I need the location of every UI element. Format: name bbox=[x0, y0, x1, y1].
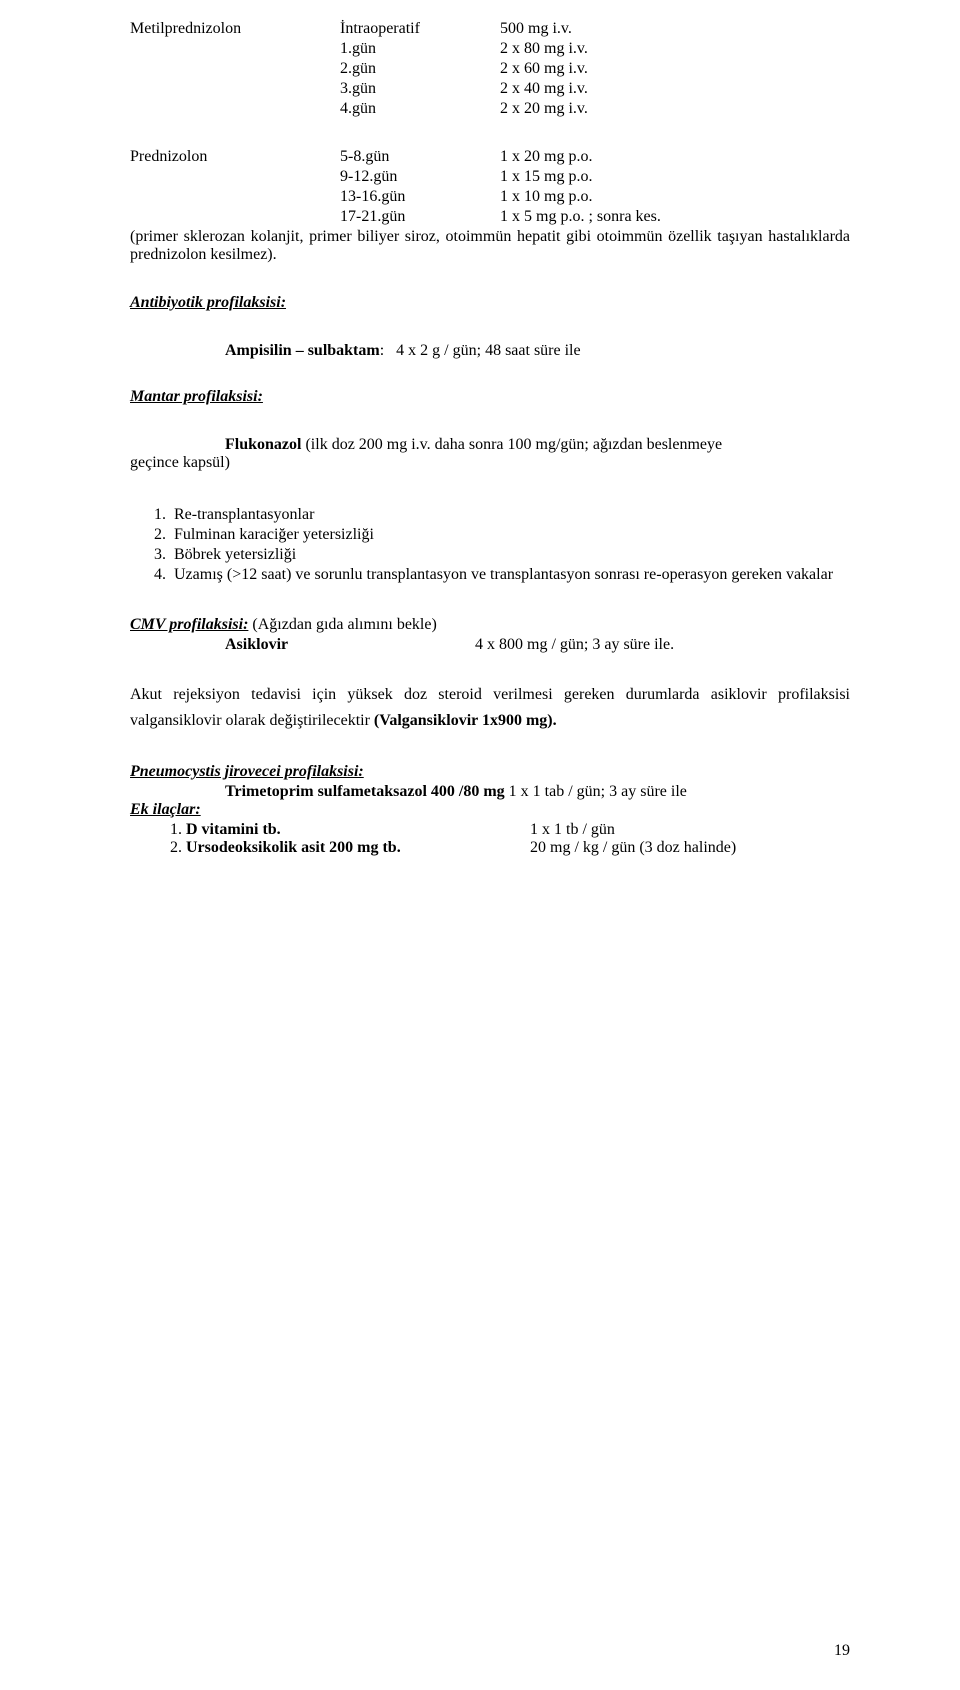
day-label: 13-16.gün bbox=[340, 188, 500, 206]
list-item: Uzamış (>12 saat) ve sorunlu transplanta… bbox=[170, 566, 850, 584]
dose: 2 x 20 mg i.v. bbox=[500, 100, 850, 118]
list-item: Re-transplantasyonlar bbox=[170, 506, 850, 524]
page-number: 19 bbox=[834, 1642, 850, 1660]
cmv-dose: 4 x 800 mg / gün; 3 ay süre ile. bbox=[475, 636, 674, 654]
ek-dose: 20 mg / kg / gün (3 doz halinde) bbox=[530, 839, 736, 857]
ek-dose: 1 x 1 tb / gün bbox=[530, 821, 615, 839]
list-item: Fulminan karaciğer yetersizliği bbox=[170, 526, 850, 544]
dose: 2 x 40 mg i.v. bbox=[500, 80, 850, 98]
primer-note: (primer sklerozan kolanjit, primer biliy… bbox=[130, 228, 850, 264]
day-label: 4.gün bbox=[340, 100, 500, 118]
day-label: 3.gün bbox=[340, 80, 500, 98]
ek-list: 1. D vitamini tb. 1 x 1 tb / gün 2. Urso… bbox=[130, 821, 850, 857]
antibio-dose: 4 x 2 g / gün; 48 saat süre ile bbox=[396, 342, 580, 359]
dose: 2 x 80 mg i.v. bbox=[500, 40, 850, 58]
day-label: 5-8.gün bbox=[340, 148, 500, 166]
cmv-inline: (Ağızdan gıda alımını bekle) bbox=[248, 616, 436, 633]
cmv-drug: Asiklovir bbox=[225, 636, 475, 654]
antibio-heading: Antibiyotik profilaksisi: bbox=[130, 294, 286, 311]
methylprednisolone-block: Metilprednizolon İntraoperatif 500 mg i.… bbox=[130, 20, 850, 118]
akut-bold: (Valgansiklovir 1x900 mg). bbox=[374, 712, 557, 729]
day-label: İntraoperatif bbox=[340, 20, 500, 38]
mantar-drug: Flukonazol bbox=[225, 436, 305, 453]
ek-item: D vitamini tb. bbox=[186, 821, 281, 838]
list-item: Böbrek yetersizliği bbox=[170, 546, 850, 564]
ek-item: Ursodeoksikolik asit 200 mg tb. bbox=[186, 839, 401, 856]
antibio-line: Ampisilin – sulbaktam: 4 x 2 g / gün; 48… bbox=[130, 342, 850, 360]
dose: 1 x 15 mg p.o. bbox=[500, 168, 850, 186]
akut-paragraph: Akut rejeksiyon tedavisi için yüksek doz… bbox=[130, 682, 850, 733]
pneumo-drug: Trimetoprim sulfametaksazol 400 /80 mg bbox=[225, 783, 509, 800]
dose: 500 mg i.v. bbox=[500, 20, 850, 38]
prednizolon-block: Prednizolon 5-8.gün 1 x 20 mg p.o. 9-12.… bbox=[130, 148, 850, 226]
day-label: 1.gün bbox=[340, 40, 500, 58]
dose: 1 x 20 mg p.o. bbox=[500, 148, 850, 166]
dose: 1 x 5 mg p.o. ; sonra kes. bbox=[500, 208, 850, 226]
mantar-line1: Flukonazol (ilk doz 200 mg i.v. daha son… bbox=[130, 436, 850, 454]
day-label: 2.gün bbox=[340, 60, 500, 78]
antibio-drug: Ampisilin – sulbaktam bbox=[225, 342, 380, 359]
indication-list: Re-transplantasyonlar Fulminan karaciğer… bbox=[130, 506, 850, 584]
document-page: Metilprednizolon İntraoperatif 500 mg i.… bbox=[0, 0, 960, 1690]
pneumo-dose: 1 x 1 tab / gün; 3 ay süre ile bbox=[509, 783, 687, 800]
cmv-line: CMV profilaksisi: (Ağızdan gıda alımını … bbox=[130, 616, 850, 634]
drug-name: Metilprednizolon bbox=[130, 20, 340, 38]
cmv-heading: CMV profilaksisi: bbox=[130, 616, 248, 633]
mantar-text: (ilk doz 200 mg i.v. daha sonra 100 mg/g… bbox=[305, 436, 722, 453]
dose: 2 x 60 mg i.v. bbox=[500, 60, 850, 78]
pneumo-heading: Pneumocystis jirovecei profilaksisi: bbox=[130, 763, 364, 780]
dose: 1 x 10 mg p.o. bbox=[500, 188, 850, 206]
pneumo-line: Trimetoprim sulfametaksazol 400 /80 mg 1… bbox=[130, 783, 850, 801]
cmv-dose-line: Asiklovir 4 x 800 mg / gün; 3 ay süre il… bbox=[130, 636, 850, 654]
day-label: 17-21.gün bbox=[340, 208, 500, 226]
ek-heading: Ek ilaçlar: bbox=[130, 801, 201, 818]
mantar-heading: Mantar profilaksisi: bbox=[130, 388, 263, 405]
drug-name: Prednizolon bbox=[130, 148, 340, 166]
day-label: 9-12.gün bbox=[340, 168, 500, 186]
mantar-line2: geçince kapsül) bbox=[130, 454, 850, 472]
